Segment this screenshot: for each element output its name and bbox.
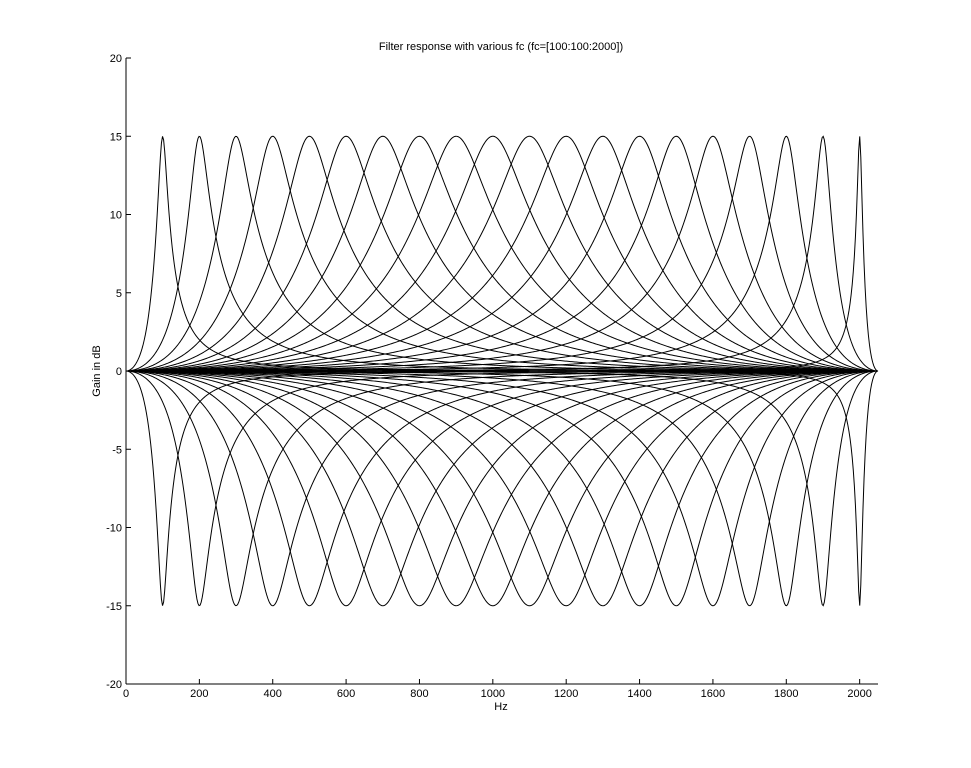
y-tick-label: 15: [110, 131, 122, 143]
y-tick-label: -10: [106, 523, 122, 535]
y-tick-label: -5: [112, 444, 122, 456]
x-tick-label: 0: [123, 688, 129, 700]
x-axis-label: Hz: [494, 701, 507, 713]
y-axis-label: Gain in dB: [91, 345, 103, 396]
response-curve-fc-1000-boost: [126, 135, 878, 372]
y-tick-label: 5: [116, 288, 122, 300]
x-tick-label: 1400: [627, 688, 651, 700]
response-curve-fc-900-boost: [126, 135, 878, 372]
x-tick-label: 1800: [774, 688, 798, 700]
response-curve-fc-800-cut: [126, 370, 878, 607]
response-curve-fc-1100-cut: [126, 370, 878, 607]
response-curve-fc-1300-cut: [126, 370, 878, 607]
response-curve-fc-1100-boost: [126, 135, 878, 372]
x-axis-ticks: 0 200 400 600 800 1000 1200 1400 1600 1800 2000: [123, 679, 872, 700]
y-tick-label: 0: [116, 366, 122, 378]
x-tick-label: 1600: [701, 688, 725, 700]
response-curve-fc-500-boost: [126, 135, 878, 372]
y-tick-label: 10: [110, 210, 122, 222]
response-curve-fc-1000-cut: [126, 370, 878, 607]
response-curve-fc-800-boost: [126, 135, 878, 372]
y-tick-label: -15: [106, 601, 122, 613]
y-tick-label: -20: [106, 679, 122, 691]
response-curve-fc-1400-cut: [126, 370, 878, 607]
y-tick-label: 20: [110, 53, 122, 65]
filter-response-curves: [125, 135, 879, 607]
x-tick-label: 2000: [847, 688, 871, 700]
response-curve-fc-900-cut: [126, 370, 878, 607]
response-curve-fc-1400-boost: [126, 135, 878, 372]
chart-title: Filter response with various fc (fc=[100…: [379, 41, 623, 53]
y-axis-ticks: -20 -15 -10 -5 0 5 10 15 20: [106, 53, 131, 691]
response-curve-fc-1300-boost: [126, 135, 878, 372]
response-curve-fc-1200-cut: [126, 370, 878, 607]
response-curve-fc-1200-boost: [126, 135, 878, 372]
x-tick-label: 400: [264, 688, 282, 700]
response-curve-fc-500-cut: [126, 370, 878, 607]
x-tick-label: 600: [337, 688, 355, 700]
x-tick-label: 200: [190, 688, 208, 700]
response-curve-fc-2000-cut: [126, 370, 879, 606]
x-tick-label: 1200: [554, 688, 578, 700]
x-tick-label: 1000: [481, 688, 505, 700]
x-tick-label: 800: [410, 688, 428, 700]
